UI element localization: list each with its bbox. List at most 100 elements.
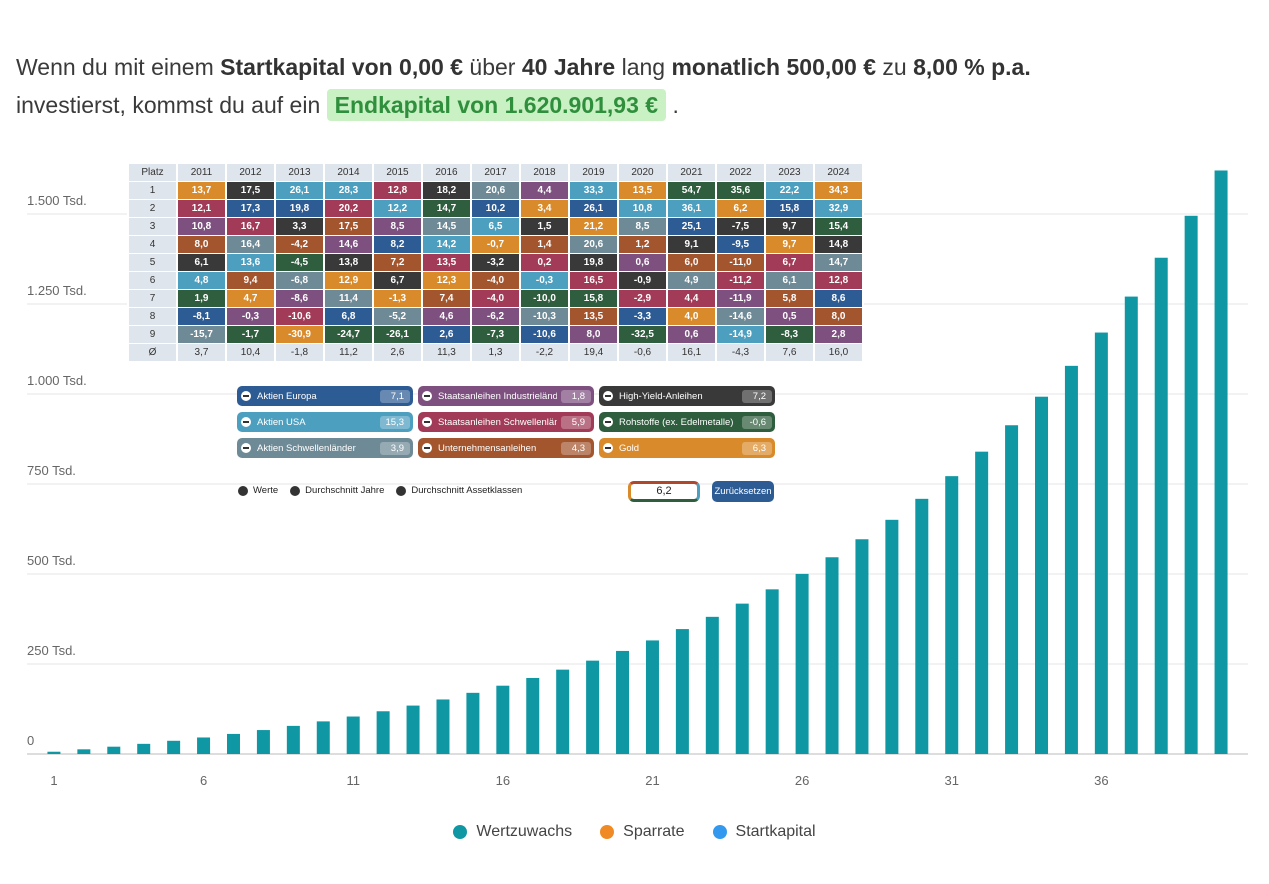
- return-cell: -11,2: [717, 272, 764, 289]
- return-cell: 13,6: [227, 254, 274, 271]
- return-cell: -32,5: [619, 326, 666, 343]
- return-cell: 15,8: [766, 200, 813, 217]
- header-cell: 2014: [325, 164, 372, 181]
- display-option[interactable]: Durchschnitt Assetklassen: [396, 485, 522, 496]
- return-cell: 36,1: [668, 200, 715, 217]
- rank-cell: 7: [129, 290, 176, 307]
- return-cell: 12,1: [178, 200, 225, 217]
- return-cell: 25,1: [668, 218, 715, 235]
- asset-toggle[interactable]: Aktien USA 15,3: [237, 412, 413, 432]
- y-tick-label: 1.250 Tsd.: [27, 283, 87, 298]
- header-cell: 2022: [717, 164, 764, 181]
- display-option[interactable]: Werte: [238, 485, 278, 496]
- return-cell: 4,0: [668, 308, 715, 325]
- return-cell: 12,8: [815, 272, 862, 289]
- bar-segment: [47, 751, 61, 754]
- return-cell: 20,6: [472, 182, 519, 199]
- average-input[interactable]: 6,2: [628, 481, 700, 502]
- return-cell: -2,9: [619, 290, 666, 307]
- asset-toggle[interactable]: Rohstoffe (ex. Edelmetalle) -0,6: [599, 412, 775, 432]
- bar-segment: [825, 557, 839, 754]
- return-cell: 1,2: [619, 236, 666, 253]
- return-cell: -10,3: [521, 308, 568, 325]
- bar-segment: [915, 498, 929, 754]
- bar-segment: [1124, 296, 1138, 754]
- return-cell: 9,4: [227, 272, 274, 289]
- return-cell: 32,9: [815, 200, 862, 217]
- return-cell: 0,6: [668, 326, 715, 343]
- average-cell: 3,7: [178, 344, 225, 361]
- return-cell: -0,9: [619, 272, 666, 289]
- asset-toggle[interactable]: Unternehmensanleihen 4,3: [418, 438, 594, 458]
- toggle-icon: [603, 443, 613, 453]
- return-cell: -14,6: [717, 308, 764, 325]
- display-option[interactable]: Durchschnitt Jahre: [290, 485, 384, 496]
- x-tick-label: 26: [795, 773, 809, 788]
- header-cell: 2024: [815, 164, 862, 181]
- table-row: 8 -8,1 -0,3 -10,6 6,8 -5,2 4,6 -6,2 -10,3 13,5 -3,…: [129, 308, 862, 325]
- return-cell: 6,1: [178, 254, 225, 271]
- bar-segment: [197, 737, 211, 754]
- display-options: Werte Durchschnitt Jahre Durchschnitt Asse…: [238, 485, 522, 496]
- text: monatlich 500,00 €: [671, 54, 877, 80]
- return-cell: 12,2: [374, 200, 421, 217]
- legend-item[interactable]: Startkapital: [712, 823, 816, 841]
- bar-segment: [526, 677, 540, 754]
- asset-toggle[interactable]: Gold 6,3: [599, 438, 775, 458]
- asset-average: 15,3: [379, 415, 410, 429]
- asset-toggle[interactable]: Aktien Schwellenländer 3,9: [237, 438, 413, 458]
- return-cell: 19,8: [570, 254, 617, 271]
- return-cell: 11,4: [325, 290, 372, 307]
- average-cell: 2,6: [374, 344, 421, 361]
- return-cell: 4,9: [668, 272, 715, 289]
- reset-button[interactable]: Zurücksetzen: [712, 481, 774, 502]
- asset-toggle[interactable]: Staatsanleihen Schwellenländer 5,9: [418, 412, 594, 432]
- return-cell: 20,2: [325, 200, 372, 217]
- asset-average: 7,1: [380, 389, 410, 403]
- table-row: 4 8,0 16,4 -4,2 14,6 8,2 14,2 -0,7 1,4 20,6 1,2 9,1…: [129, 236, 862, 253]
- return-cell: 9,7: [766, 236, 813, 253]
- return-cell: 9,7: [766, 218, 813, 235]
- asset-name: Aktien USA: [257, 416, 306, 428]
- x-tick-label: 16: [496, 773, 510, 788]
- asset-average: 5,9: [561, 415, 591, 429]
- return-cell: 4,7: [227, 290, 274, 307]
- return-cell: 1,5: [521, 218, 568, 235]
- return-cell: 17,3: [227, 200, 274, 217]
- return-cell: 26,1: [276, 182, 323, 199]
- text: Wenn du mit einem: [16, 54, 214, 80]
- return-cell: 8,5: [619, 218, 666, 235]
- return-cell: 4,4: [668, 290, 715, 307]
- asset-toggle[interactable]: Staatsanleihen Industrieländer 1,8: [418, 386, 594, 406]
- rank-cell: 6: [129, 272, 176, 289]
- legend-item[interactable]: Wertzuwachs: [453, 823, 572, 841]
- return-cell: 18,2: [423, 182, 470, 199]
- average-label: Ø: [129, 344, 176, 361]
- rank-cell: 1: [129, 182, 176, 199]
- table-header-row: Platz 2011 2012 2013 2014 2015 2016 2017 2018 201…: [129, 164, 862, 181]
- return-cell: 3,3: [276, 218, 323, 235]
- asset-average: 1,8: [561, 389, 591, 403]
- return-cell: -10,6: [276, 308, 323, 325]
- bar-segment: [286, 725, 300, 754]
- return-cell: 3,4: [521, 200, 568, 217]
- bar-segment: [256, 730, 270, 754]
- return-cell: 8,0: [570, 326, 617, 343]
- bar-segment: [556, 669, 570, 754]
- average-cell: 10,4: [227, 344, 274, 361]
- y-tick-label: 250 Tsd.: [27, 643, 76, 658]
- return-cell: -6,8: [276, 272, 323, 289]
- text: .: [672, 92, 679, 118]
- return-cell: 14,7: [815, 254, 862, 271]
- return-cell: 16,5: [570, 272, 617, 289]
- return-cell: 28,3: [325, 182, 372, 199]
- legend-item[interactable]: Sparrate: [600, 823, 685, 841]
- return-cell: 13,5: [423, 254, 470, 271]
- asset-toggle[interactable]: Aktien Europa 7,1: [237, 386, 413, 406]
- legend-marker: [600, 825, 615, 839]
- text: lang: [621, 54, 666, 80]
- rank-cell: 3: [129, 218, 176, 235]
- asset-toggle[interactable]: High-Yield-Anleihen 7,2: [599, 386, 775, 406]
- toggle-icon: [241, 391, 251, 401]
